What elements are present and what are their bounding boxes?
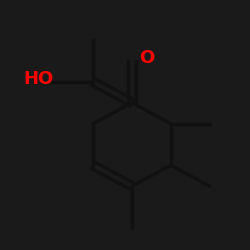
Text: HO: HO bbox=[24, 70, 54, 88]
Text: O: O bbox=[140, 49, 155, 67]
